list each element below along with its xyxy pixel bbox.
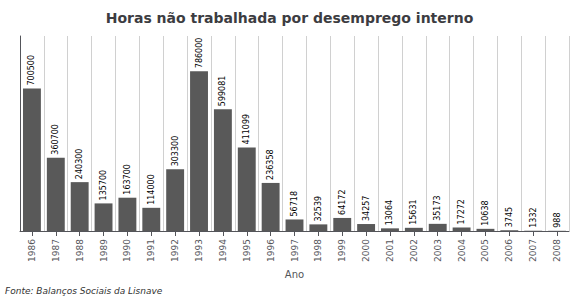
svg-text:56718: 56718 [290, 191, 299, 216]
svg-text:34257: 34257 [362, 196, 371, 221]
svg-text:1996: 1996 [266, 239, 276, 262]
svg-text:1999: 1999 [337, 239, 347, 262]
svg-text:1991: 1991 [146, 239, 156, 262]
svg-text:1988: 1988 [75, 239, 85, 262]
svg-text:1332: 1332 [529, 207, 538, 227]
svg-text:303300: 303300 [171, 136, 180, 167]
svg-text:700500: 700500 [27, 55, 36, 86]
svg-text:2002: 2002 [409, 239, 419, 262]
svg-text:1997: 1997 [290, 239, 300, 262]
svg-text:163700: 163700 [123, 164, 132, 195]
svg-text:988: 988 [553, 213, 562, 228]
svg-text:13064: 13064 [385, 200, 394, 225]
svg-text:2008: 2008 [552, 239, 562, 262]
svg-text:1989: 1989 [99, 239, 109, 262]
svg-text:135700: 135700 [99, 170, 108, 201]
svg-text:2003: 2003 [433, 239, 443, 262]
svg-text:1986: 1986 [27, 239, 37, 262]
svg-text:1994: 1994 [218, 239, 228, 262]
svg-text:64172: 64172 [338, 189, 347, 214]
svg-text:360700: 360700 [51, 124, 60, 155]
svg-text:236358: 236358 [266, 149, 275, 180]
svg-text:1990: 1990 [122, 239, 132, 262]
svg-text:1995: 1995 [242, 239, 252, 262]
svg-text:2006: 2006 [504, 239, 514, 262]
svg-text:32539: 32539 [314, 196, 323, 221]
svg-text:2001: 2001 [385, 239, 395, 262]
svg-text:3745: 3745 [505, 207, 514, 227]
svg-text:17272: 17272 [457, 199, 466, 224]
svg-text:599081: 599081 [218, 76, 227, 107]
svg-text:2000: 2000 [361, 239, 371, 262]
svg-text:1987: 1987 [51, 239, 61, 262]
svg-text:Horas não trabalhada por desem: Horas não trabalhada por desemprego inte… [106, 10, 474, 26]
svg-text:2004: 2004 [457, 239, 467, 262]
svg-text:1998: 1998 [313, 239, 323, 262]
svg-text:240300: 240300 [75, 149, 84, 180]
svg-text:2005: 2005 [480, 239, 490, 262]
svg-text:Ano: Ano [285, 269, 304, 280]
svg-text:786000: 786000 [195, 38, 204, 69]
svg-text:2007: 2007 [528, 239, 538, 262]
svg-text:15631: 15631 [409, 199, 418, 224]
svg-text:411099: 411099 [242, 114, 251, 145]
svg-text:1993: 1993 [194, 239, 204, 262]
svg-text:Fonte: Balanços Sociais da Lis: Fonte: Balanços Sociais da Lisnave [5, 286, 163, 296]
svg-text:1992: 1992 [170, 239, 180, 262]
svg-text:10638: 10638 [481, 200, 490, 225]
svg-text:35173: 35173 [433, 195, 442, 220]
svg-text:114000: 114000 [147, 174, 156, 205]
